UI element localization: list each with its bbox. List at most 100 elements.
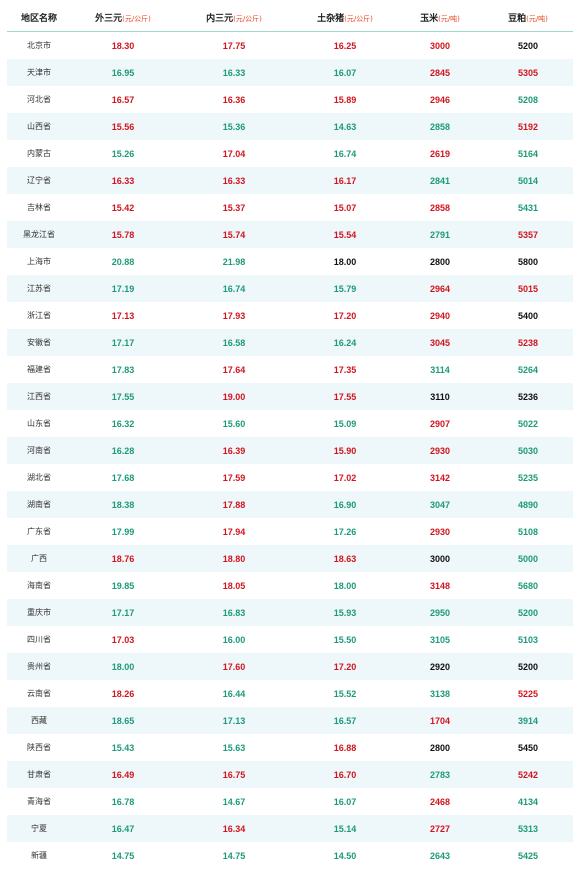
price-inner-three-way: 19.00 (175, 383, 293, 410)
region-name: 辽宁省 (7, 167, 71, 194)
price-corn: 2800 (397, 734, 483, 761)
price-soybean-meal: 5103 (483, 626, 573, 653)
price-inner-three-way: 17.93 (175, 302, 293, 329)
price-corn: 3148 (397, 572, 483, 599)
price-soybean-meal: 3914 (483, 707, 573, 734)
price-soybean-meal: 5192 (483, 113, 573, 140)
price-soybean-meal: 5200 (483, 599, 573, 626)
region-name: 海南省 (7, 572, 71, 599)
price-native-hog: 18.00 (293, 572, 397, 599)
price-inner-three-way: 18.05 (175, 572, 293, 599)
region-name: 山东省 (7, 410, 71, 437)
price-native-hog: 17.20 (293, 653, 397, 680)
price-native-hog: 16.25 (293, 32, 397, 60)
price-outer-three-way: 17.17 (71, 329, 175, 356)
price-outer-three-way: 18.30 (71, 32, 175, 60)
price-inner-three-way: 16.00 (175, 626, 293, 653)
price-native-hog: 15.09 (293, 410, 397, 437)
price-native-hog: 17.35 (293, 356, 397, 383)
price-soybean-meal: 5242 (483, 761, 573, 788)
price-native-hog: 14.50 (293, 842, 397, 869)
price-inner-three-way: 17.04 (175, 140, 293, 167)
price-native-hog: 15.79 (293, 275, 397, 302)
region-name: 湖南省 (7, 491, 71, 518)
price-soybean-meal: 5164 (483, 140, 573, 167)
region-name: 青海省 (7, 788, 71, 815)
column-header-label: 地区名称 (21, 14, 57, 24)
region-name: 江苏省 (7, 275, 71, 302)
column-header-outer-three-way: 外三元(元/公斤) (71, 4, 175, 32)
column-header-soybean-meal: 豆粕(元/吨) (483, 4, 573, 32)
region-name: 江西省 (7, 383, 71, 410)
price-corn: 2783 (397, 761, 483, 788)
price-table: 地区名称 外三元(元/公斤) 内三元(元/公斤) 土杂猪(元/公斤) 玉米(元/… (7, 4, 573, 869)
price-corn: 1704 (397, 707, 483, 734)
region-name: 浙江省 (7, 302, 71, 329)
price-outer-three-way: 16.32 (71, 410, 175, 437)
price-outer-three-way: 14.75 (71, 842, 175, 869)
price-table-container: 地区名称 外三元(元/公斤) 内三元(元/公斤) 土杂猪(元/公斤) 玉米(元/… (7, 4, 573, 869)
column-header-unit: (元/公斤) (122, 15, 151, 23)
price-corn: 3000 (397, 32, 483, 60)
price-native-hog: 15.90 (293, 437, 397, 464)
price-corn: 2468 (397, 788, 483, 815)
price-soybean-meal: 5400 (483, 302, 573, 329)
price-soybean-meal: 5000 (483, 545, 573, 572)
column-header-unit: (元/吨) (438, 15, 460, 23)
region-name: 新疆 (7, 842, 71, 869)
price-corn: 3000 (397, 545, 483, 572)
price-soybean-meal: 4890 (483, 491, 573, 518)
price-native-hog: 15.52 (293, 680, 397, 707)
column-header-corn: 玉米(元/吨) (397, 4, 483, 32)
price-inner-three-way: 16.74 (175, 275, 293, 302)
price-native-hog: 17.55 (293, 383, 397, 410)
price-corn: 2940 (397, 302, 483, 329)
price-corn: 3105 (397, 626, 483, 653)
price-soybean-meal: 5200 (483, 653, 573, 680)
price-native-hog: 14.63 (293, 113, 397, 140)
price-native-hog: 15.50 (293, 626, 397, 653)
price-inner-three-way: 17.88 (175, 491, 293, 518)
price-soybean-meal: 5431 (483, 194, 573, 221)
region-name: 河北省 (7, 86, 71, 113)
price-native-hog: 15.89 (293, 86, 397, 113)
region-name: 北京市 (7, 32, 71, 60)
price-soybean-meal: 5225 (483, 680, 573, 707)
price-inner-three-way: 16.44 (175, 680, 293, 707)
price-outer-three-way: 17.03 (71, 626, 175, 653)
price-corn: 2643 (397, 842, 483, 869)
price-native-hog: 16.24 (293, 329, 397, 356)
price-soybean-meal: 5208 (483, 86, 573, 113)
region-name: 上海市 (7, 248, 71, 275)
price-corn: 2800 (397, 248, 483, 275)
price-inner-three-way: 16.36 (175, 86, 293, 113)
price-outer-three-way: 18.65 (71, 707, 175, 734)
price-corn: 3142 (397, 464, 483, 491)
price-native-hog: 16.07 (293, 788, 397, 815)
price-soybean-meal: 5200 (483, 32, 573, 60)
region-name: 天津市 (7, 59, 71, 86)
price-outer-three-way: 16.28 (71, 437, 175, 464)
price-corn: 2964 (397, 275, 483, 302)
price-corn: 3047 (397, 491, 483, 518)
price-soybean-meal: 5022 (483, 410, 573, 437)
price-soybean-meal: 5313 (483, 815, 573, 842)
price-corn: 2845 (397, 59, 483, 86)
column-header-label: 内三元 (206, 14, 233, 24)
price-native-hog: 16.07 (293, 59, 397, 86)
region-name: 广西 (7, 545, 71, 572)
price-native-hog: 16.74 (293, 140, 397, 167)
